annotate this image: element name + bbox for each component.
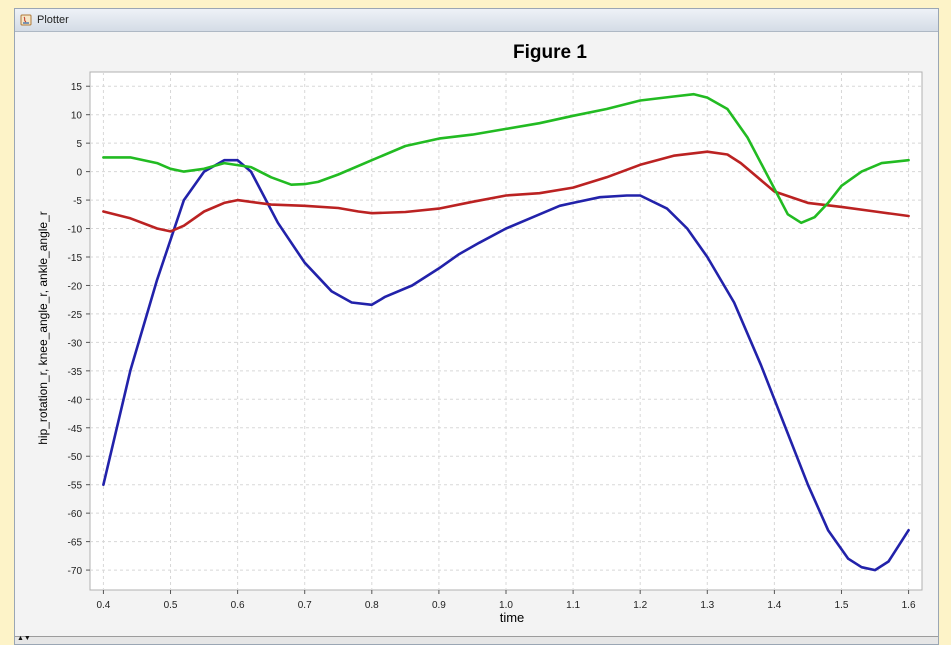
collapse-arrows-icon[interactable]: ▲▼ — [17, 635, 31, 642]
chart-area: Figure 1 15 10 5 0 -5 -10 -15 -20 -25 -30 -35 -40 -4… — [15, 32, 938, 638]
data-series — [102, 92, 910, 572]
x-axis-label: time — [500, 610, 525, 625]
x-tick-label: 0.9 — [432, 600, 446, 611]
y-tick-label: -45 — [68, 424, 83, 435]
x-tick-label: 1.4 — [767, 600, 781, 611]
y-tick-label: -60 — [68, 509, 83, 520]
plotter-window: Plotter Figure 1 15 10 5 0 -5 -10 -15 -20 -25 -30… — [14, 8, 939, 645]
x-tick-label: 0.8 — [365, 600, 379, 611]
bottom-panel-divider[interactable]: ▲▼ — [15, 635, 938, 644]
series-line-knee-angle — [102, 150, 910, 233]
window-titlebar[interactable]: Plotter — [15, 9, 938, 32]
x-tick-label: 0.4 — [96, 600, 110, 611]
x-tick-label: 1.5 — [835, 600, 849, 611]
series-line-ankle-angle — [102, 92, 910, 225]
x-tick-label: 1.2 — [633, 600, 647, 611]
chart-title: Figure 1 — [513, 42, 587, 63]
x-tick-label: 0.5 — [164, 600, 178, 611]
y-tick-label: 0 — [76, 168, 82, 179]
window-title: Plotter — [37, 14, 69, 26]
y-tick-label: -40 — [68, 395, 83, 406]
y-tick-label: 15 — [71, 82, 83, 93]
y-tick-label: -70 — [68, 566, 83, 577]
y-tick-label: 5 — [76, 139, 82, 150]
x-tick-label: 1.3 — [700, 600, 714, 611]
y-tick-label: -25 — [68, 310, 83, 321]
x-tick-label: 0.7 — [298, 600, 312, 611]
y-tick-label: 10 — [71, 111, 83, 122]
x-tick-label: 1.1 — [566, 600, 580, 611]
java-app-icon — [20, 14, 32, 26]
y-axis-label: hip_rotation_r, knee_angle_r, ankle_angl… — [36, 211, 50, 445]
x-axis-ticks: 0.4 0.5 0.6 0.7 0.8 0.9 1.0 1.1 1.2 1.3 1.4 1.5 1.6 — [96, 590, 916, 611]
y-axis-ticks: 15 10 5 0 -5 -10 -15 -20 -25 -30 -35 -40 -45 -50 -55 -6… — [68, 82, 90, 577]
y-tick-label: -5 — [73, 196, 82, 207]
x-tick-label: 1.0 — [499, 600, 513, 611]
x-tick-label: 0.6 — [231, 600, 245, 611]
x-tick-label: 1.6 — [902, 600, 916, 611]
y-tick-label: -35 — [68, 367, 83, 378]
y-tick-label: -20 — [68, 281, 83, 292]
line-chart: Figure 1 15 10 5 0 -5 -10 -15 -20 -25 -30 -35 -40 -4… — [36, 42, 923, 625]
series-line-hip-rotation — [102, 158, 910, 572]
y-tick-label: -55 — [68, 481, 83, 492]
y-tick-label: -65 — [68, 538, 83, 549]
y-tick-label: -50 — [68, 452, 83, 463]
y-tick-label: -30 — [68, 338, 83, 349]
y-tick-label: -10 — [68, 225, 83, 236]
y-tick-label: -15 — [68, 253, 83, 264]
